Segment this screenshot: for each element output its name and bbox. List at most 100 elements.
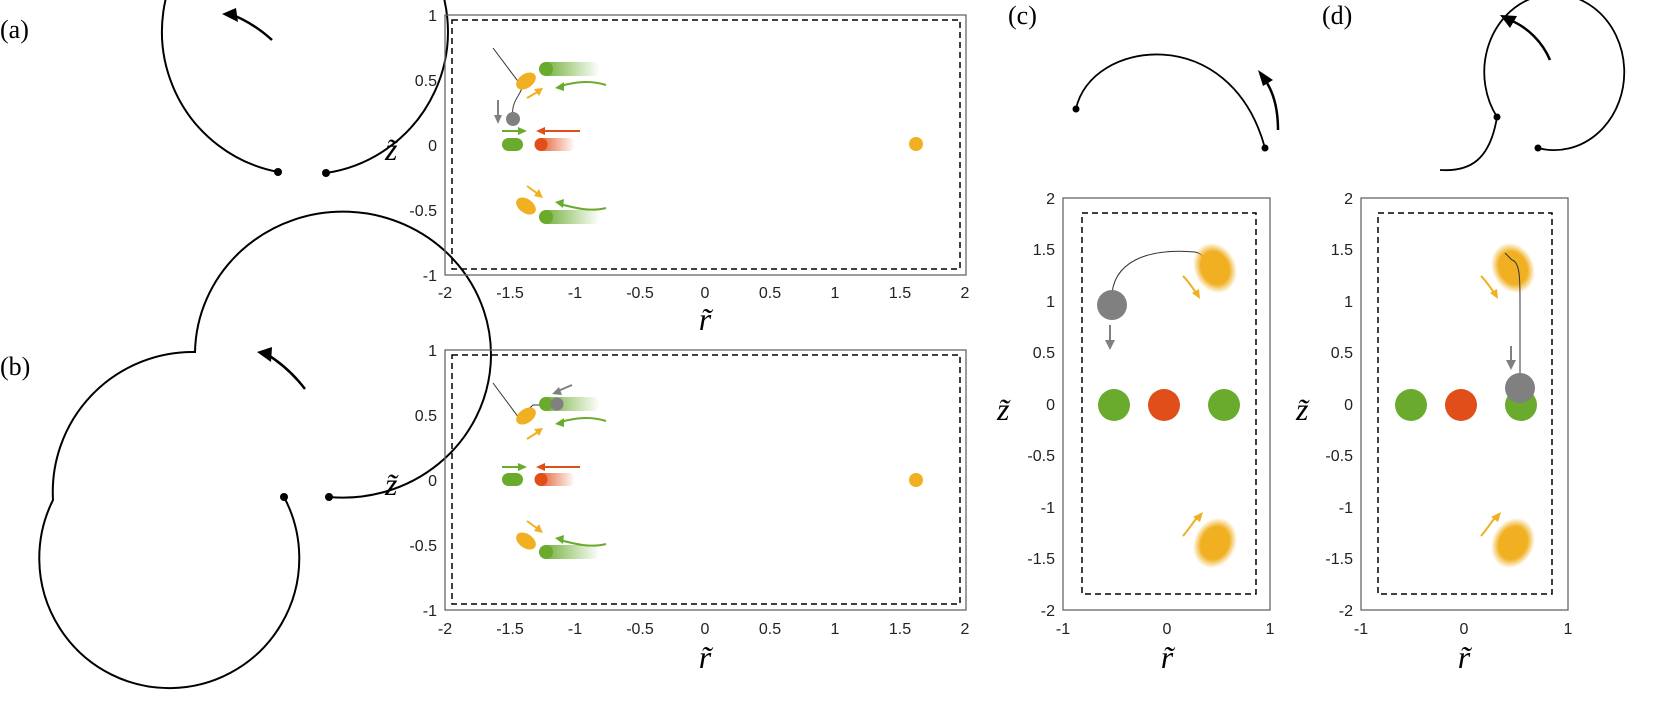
plot-frame: [1360, 197, 1569, 611]
plot-frame: [444, 349, 967, 611]
gray-particle: [1505, 373, 1535, 403]
plot-frame: [444, 14, 967, 276]
x-tick-labels: -1 0 1: [1056, 621, 1275, 638]
green-particle: [539, 62, 553, 76]
tick-label: -1: [423, 603, 437, 620]
orange-arrow: [534, 524, 543, 533]
tick-label: 1.5: [889, 285, 911, 302]
orange-particle: [516, 197, 536, 215]
tick-label: 0.5: [415, 408, 437, 425]
green-particle: [539, 545, 553, 559]
tick-label: 0.5: [759, 285, 781, 302]
trajectory-loop-d: [1439, 0, 1626, 172]
tick-label: -1.5: [1325, 551, 1353, 568]
x-axis-label: r̃: [1161, 639, 1176, 675]
x-tick-labels: -2 -1.5 -1 -0.5 0 0.5 1 1.5 2: [438, 621, 970, 638]
tick-label: -1.5: [1027, 551, 1055, 568]
tick-label: -1: [1354, 621, 1368, 638]
tick-label: 0.5: [1331, 345, 1353, 362]
tick-label: -0.5: [626, 621, 654, 638]
domain-boundary: [1081, 212, 1257, 595]
tick-label: 2: [961, 621, 970, 638]
y-axis-label: z̃: [996, 391, 1011, 427]
x-axis-label: r̃: [1458, 639, 1473, 675]
tick-label: 0.5: [759, 621, 781, 638]
tick-label: -0.5: [1325, 448, 1353, 465]
tick-label: -1.5: [496, 285, 524, 302]
tick-label: 1: [1564, 621, 1573, 638]
tick-label: -2: [1339, 603, 1353, 620]
tick-label: -2: [438, 285, 452, 302]
tick-label: 0.5: [415, 73, 437, 90]
domain-boundary: [451, 19, 961, 270]
green-arrow: [555, 535, 564, 544]
tick-label: 0: [1344, 397, 1353, 414]
tick-label: 0: [701, 621, 710, 638]
red-particle: [1445, 389, 1477, 421]
tick-label: -1: [568, 285, 582, 302]
panel-label-d: (d): [1322, 1, 1352, 30]
red-particle: [534, 138, 548, 151]
domain-boundary: [1377, 212, 1553, 595]
y-axis-label: z̃: [1295, 391, 1310, 427]
tick-label: 1.5: [889, 621, 911, 638]
tick-label: 1: [428, 343, 437, 360]
orange-particle: [1193, 242, 1237, 294]
orange-arrow: [1490, 289, 1498, 299]
orange-particle: [1491, 517, 1535, 569]
tick-label: -2: [1041, 603, 1055, 620]
red-arrow: [536, 463, 545, 471]
orange-particle: [516, 72, 536, 90]
orange-particle: [516, 407, 536, 425]
gray-particle: [506, 112, 520, 126]
green-particle-trail: [540, 62, 600, 76]
tick-label: -1: [1056, 621, 1070, 638]
tick-label: -0.5: [409, 203, 437, 220]
tick-label: -0.5: [1027, 448, 1055, 465]
orange-arrow: [1193, 512, 1203, 522]
wide-plot-top: -2 -1.5 -1 -0.5 0 0.5 1 1.5 2 1 0.5 0 -0…: [384, 8, 970, 337]
tick-label: -2: [438, 621, 452, 638]
tick-label: -1: [1339, 500, 1353, 517]
orange-arrow: [534, 428, 543, 436]
x-tick-labels: -1 0 1: [1354, 621, 1573, 638]
trajectory-line: [492, 47, 521, 85]
orange-arrow: [534, 189, 543, 198]
green-particle: [502, 138, 523, 151]
tick-label: 0: [428, 138, 437, 155]
tick-label: -1: [1041, 500, 1055, 517]
trajectory-loop-a: [160, 0, 449, 177]
tick-label: -1.5: [496, 621, 524, 638]
green-particle: [539, 397, 553, 411]
tick-label: -0.5: [626, 285, 654, 302]
tick-label: 0: [1046, 397, 1055, 414]
gray-arrow: [1506, 360, 1516, 370]
red-arrow: [536, 127, 545, 135]
tick-label: 2: [961, 285, 970, 302]
orange-particle: [516, 532, 536, 550]
tick-label: 2: [1344, 191, 1353, 208]
green-particle: [502, 473, 523, 486]
orange-arrow: [1491, 512, 1501, 522]
y-axis-label: z̃: [384, 131, 399, 167]
green-arrow: [518, 463, 527, 471]
tick-label: -0.5: [409, 538, 437, 555]
y-tick-labels: 1 0.5 0 -0.5 -1: [409, 343, 437, 620]
tick-label: -1: [568, 621, 582, 638]
green-particle-trail: [540, 210, 600, 224]
gray-particle: [550, 397, 564, 411]
x-axis-label: r̃: [699, 639, 714, 675]
x-tick-labels: -2 -1.5 -1 -0.5 0 0.5 1 1.5 2: [438, 285, 970, 302]
domain-boundary: [451, 354, 961, 605]
tick-label: 1.5: [1331, 242, 1353, 259]
tick-label: -1: [423, 268, 437, 285]
wide-plot-bottom: -2 -1.5 -1 -0.5 0 0.5 1 1.5 2 1 0.5 0 -0…: [384, 343, 970, 675]
orange-arrow: [534, 88, 543, 96]
trajectory-arc-c: [1072, 53, 1280, 152]
tall-plot-c: -1 0 1 2 1.5 1 0.5 0 -0.5 -1 -1.5 -2 r̃ …: [996, 191, 1275, 675]
tall-plot-d: -1 0 1 2 1.5 1 0.5 0 -0.5 -1 -1.5 -2 r̃ …: [1295, 191, 1573, 675]
y-axis-label: z̃: [384, 466, 399, 502]
tick-label: 0.5: [1033, 345, 1055, 362]
green-arrow: [555, 199, 564, 208]
panel-label-a: (a): [0, 15, 29, 44]
